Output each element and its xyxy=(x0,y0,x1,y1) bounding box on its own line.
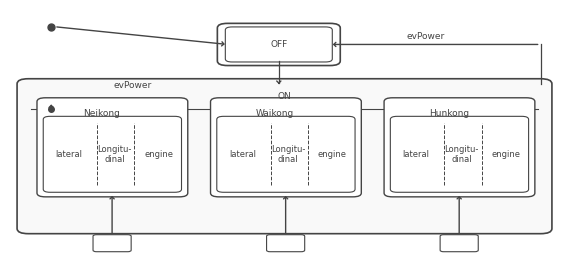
Text: lateral: lateral xyxy=(402,150,430,159)
Text: Longitu-
dinal: Longitu- dinal xyxy=(97,145,131,164)
Text: engine: engine xyxy=(491,150,520,159)
Text: engine: engine xyxy=(144,150,173,159)
FancyBboxPatch shape xyxy=(384,98,535,197)
Text: Longitu-
dinal: Longitu- dinal xyxy=(444,145,479,164)
FancyBboxPatch shape xyxy=(217,116,355,192)
FancyBboxPatch shape xyxy=(440,235,478,252)
FancyBboxPatch shape xyxy=(37,98,188,197)
Text: Longitu-
dinal: Longitu- dinal xyxy=(271,145,305,164)
Text: lateral: lateral xyxy=(229,150,256,159)
FancyBboxPatch shape xyxy=(93,235,131,252)
Text: Waikong: Waikong xyxy=(256,108,294,118)
Text: evPower: evPower xyxy=(114,81,152,90)
Text: engine: engine xyxy=(318,150,347,159)
FancyBboxPatch shape xyxy=(266,235,305,252)
Text: Hunkong: Hunkong xyxy=(428,108,469,118)
Text: OFF: OFF xyxy=(270,40,287,49)
Text: Neikong: Neikong xyxy=(83,108,120,118)
Text: lateral: lateral xyxy=(55,150,83,159)
FancyBboxPatch shape xyxy=(17,79,552,234)
Text: ON: ON xyxy=(278,92,291,101)
Text: evPower: evPower xyxy=(407,32,445,41)
FancyBboxPatch shape xyxy=(217,23,340,66)
FancyBboxPatch shape xyxy=(390,116,529,192)
FancyBboxPatch shape xyxy=(211,98,361,197)
FancyBboxPatch shape xyxy=(43,116,182,192)
